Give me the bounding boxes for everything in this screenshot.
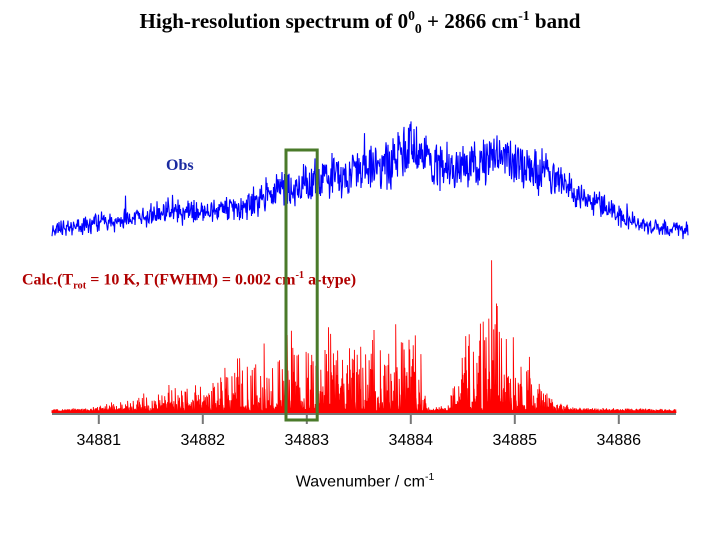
x-tick-label: 34885: [493, 432, 538, 449]
x-axis-label: Wavenumber / cm-1: [295, 472, 435, 491]
calc-spectrum: [51, 260, 677, 414]
x-tick-label: 34886: [597, 432, 642, 449]
x-axis: 34881 34882 34883 34884 34885 34886: [52, 413, 676, 449]
x-tick-label: 34883: [285, 432, 330, 449]
chart-title: High-resolution spectrum of 000 + 2866 c…: [139, 8, 581, 37]
obs-series-line: [51, 121, 689, 240]
obs-label: Obs: [166, 157, 194, 174]
x-tick-label: 34884: [389, 432, 434, 449]
x-tick-label: 34881: [77, 432, 122, 449]
calc-label: Calc.(Trot = 10 K, Γ(FWHM) = 0.002 cm-1 …: [22, 270, 357, 292]
calc-series-line: [51, 260, 677, 414]
x-tick-label: 34882: [181, 432, 226, 449]
highlight-box: [284, 148, 319, 422]
obs-spectrum: [51, 121, 689, 240]
